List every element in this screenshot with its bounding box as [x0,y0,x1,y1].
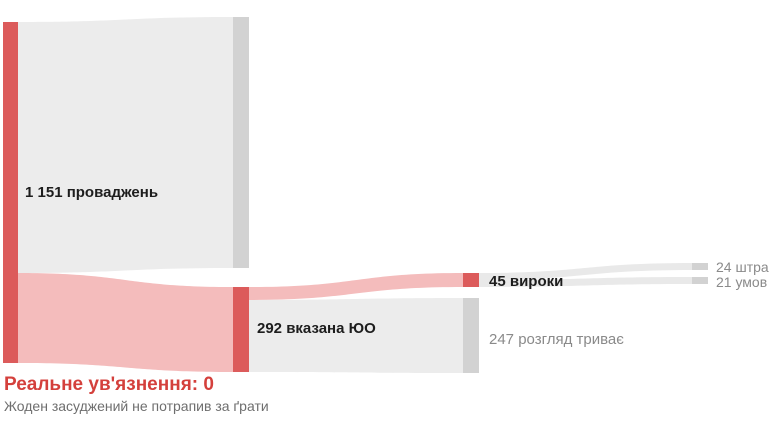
flow-vyroky-to-umovni[interactable] [479,277,692,287]
flow-vyroky-to-shtrafy[interactable] [479,263,692,280]
node-label-umovni: 21 умов [716,274,768,290]
flow-provadzhennia-to-vkazana-yuo[interactable] [18,273,233,372]
node-vkazana-yuo[interactable] [233,287,249,372]
node-shtrafy[interactable] [692,263,708,270]
node-label-vkazana-yuo: 292 вказана ЮО [257,320,376,337]
node-label-rozghliad: 247 розгляд триває [489,331,624,348]
flow-vkazana-yuo-to-rozghliad[interactable] [249,298,463,373]
node-label-provadzhennia: 1 151 проваджень [25,184,159,201]
node-unlabeled-gray[interactable] [233,17,249,268]
flow-provadzhennia-to-unlabeled[interactable] [18,17,233,273]
chart-subtitle: Жоден засуджений не потрапив за ґрати [4,398,269,414]
node-rozghliad[interactable] [463,298,479,373]
chart-title: Реальне ув'язнення: 0 [4,374,214,395]
flow-vkazana-yuo-to-vyroky[interactable] [249,273,463,300]
node-provadzhennia[interactable] [3,22,18,363]
node-umovni[interactable] [692,277,708,284]
node-label-vyroky: 45 вироки [489,273,564,290]
node-label-shtrafy: 24 штра [716,259,769,275]
node-vyroky[interactable] [463,273,479,287]
